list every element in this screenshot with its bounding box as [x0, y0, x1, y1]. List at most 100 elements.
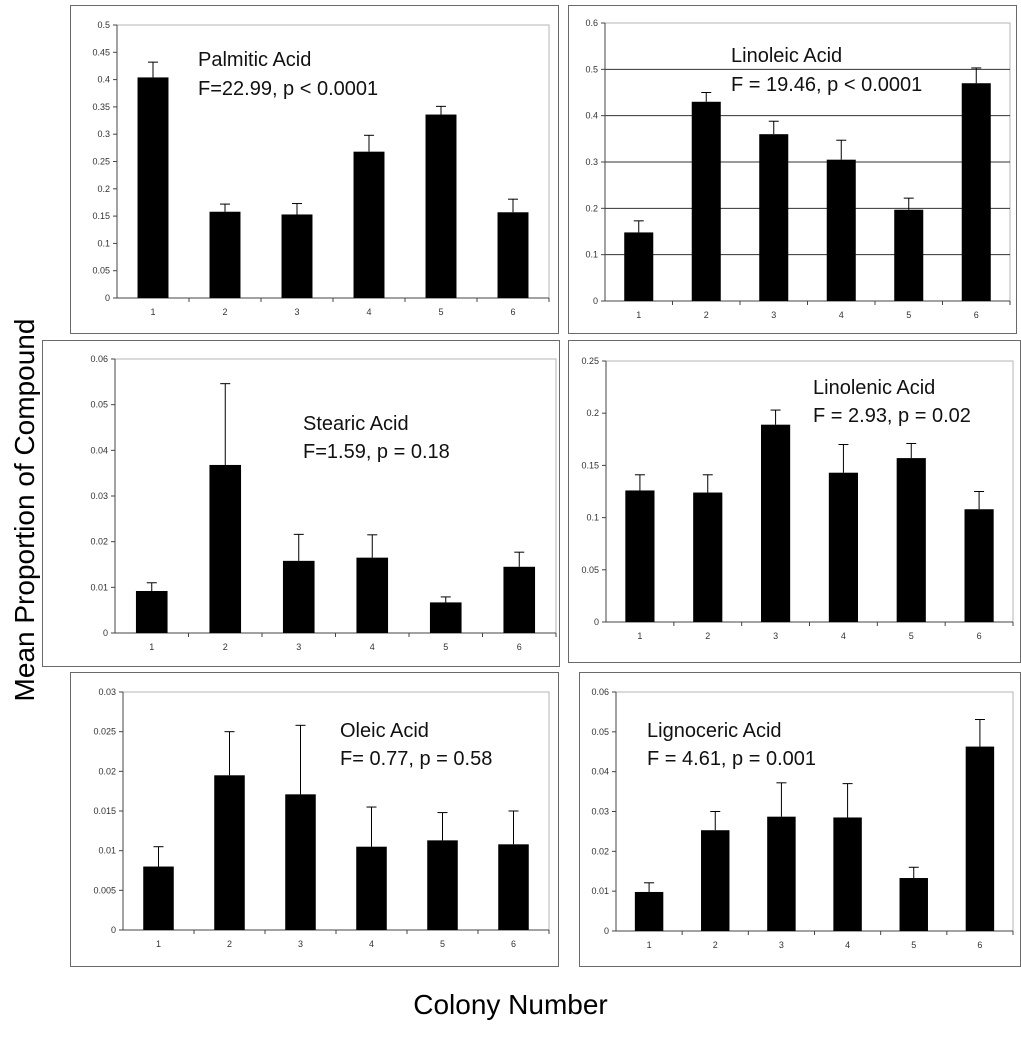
- x-tick-label: 6: [974, 310, 979, 320]
- y-tick-label: 0.3: [585, 157, 598, 167]
- bar: [498, 844, 529, 930]
- y-tick-label: 0.05: [92, 266, 110, 276]
- x-tick-label: 4: [366, 307, 371, 317]
- bar-chart-lignoceric: 0 0.01 0.02 0.03 0.04 0.05 0.06 1 2 3 4 5 6: [591, 687, 1014, 950]
- plot-area-border: [605, 360, 1014, 623]
- chart-panel-linoleic: 0 0.1 0.2 0.3 0.4 0.5 0.6 1 2 3 4 5 6 Linoleic Acid …: [568, 5, 1017, 334]
- y-tick-label: 0.05: [90, 400, 108, 410]
- bar: [135, 590, 168, 633]
- bar: [896, 458, 926, 622]
- x-tick-label: 6: [977, 631, 982, 641]
- bar: [961, 83, 991, 301]
- y-tick-label: 0: [111, 925, 116, 935]
- bar: [425, 114, 457, 298]
- bar: [899, 878, 928, 931]
- y-tick-label: 0.02: [591, 846, 609, 856]
- bar: [429, 602, 462, 633]
- bar: [634, 891, 664, 931]
- y-tick-label: 0.01: [90, 582, 108, 592]
- bar: [826, 159, 856, 301]
- y-tick-label: 0.15: [92, 211, 110, 221]
- bar-chart-linolenic: 0 0.05 0.1 0.15 0.2 0.25 1 2 3 4 5 6: [581, 356, 1014, 641]
- chart-panel-lignoceric: 0 0.01 0.02 0.03 0.04 0.05 0.06 1 2 3 4 5 6 Lignocer…: [579, 672, 1021, 967]
- bar: [759, 134, 789, 301]
- y-tick-label: 0.015: [93, 806, 116, 816]
- x-tick-label: 3: [773, 631, 778, 641]
- x-tick-label: 3: [771, 310, 776, 320]
- bar-chart-palmitic: 0 0.05 0.1 0.15 0.2 0.25 0.3 0.35 0.4 0.45 0.5 1 2 3 4…: [92, 20, 550, 317]
- y-tick-label: 0: [604, 926, 609, 936]
- chart-panel-palmitic: 0 0.05 0.1 0.15 0.2 0.25 0.3 0.35 0.4 0.45 0.5 1 2 3 4…: [70, 5, 559, 334]
- bar: [137, 77, 169, 298]
- x-tick-label: 6: [517, 642, 522, 652]
- plot-area-border: [114, 358, 557, 634]
- bar: [503, 566, 536, 633]
- x-tick-label: 5: [440, 939, 445, 949]
- y-tick-label: 0.2: [585, 203, 598, 213]
- chart-title: Palmitic Acid: [198, 49, 312, 71]
- x-tick-label: 5: [443, 642, 448, 652]
- y-tick-label: 0.45: [92, 47, 110, 57]
- chart-stats: F=1.59, p = 0.18: [303, 441, 450, 463]
- y-tick-label: 0.25: [92, 157, 110, 167]
- bar: [214, 775, 245, 930]
- x-tick-label: 4: [841, 631, 846, 641]
- x-tick-label: 1: [156, 939, 161, 949]
- y-tick-label: 0.2: [97, 184, 110, 194]
- bar: [281, 214, 313, 298]
- x-tick-label: 1: [150, 307, 155, 317]
- chart-title: Oleic Acid: [340, 720, 429, 742]
- chart-stats: F = 2.93, p = 0.02: [813, 405, 971, 427]
- y-tick-label: 0.06: [591, 687, 609, 697]
- chart-stats: F= 0.77, p = 0.58: [340, 748, 493, 770]
- x-tick-label: 5: [438, 307, 443, 317]
- y-tick-label: 0.1: [585, 250, 598, 260]
- x-tick-label: 3: [779, 940, 784, 950]
- y-tick-label: 0.1: [97, 238, 110, 248]
- x-tick-label: 2: [227, 939, 232, 949]
- y-tick-label: 0.25: [581, 356, 599, 366]
- y-tick-label: 0.4: [97, 75, 110, 85]
- y-tick-label: 0.01: [98, 846, 116, 856]
- x-tick-label: 3: [298, 939, 303, 949]
- bar: [624, 232, 654, 301]
- y-axis-title: Mean Proportion of Compound: [9, 318, 40, 702]
- bar-chart-linoleic: 0 0.1 0.2 0.3 0.4 0.5 0.6 1 2 3 4 5 6: [585, 18, 1011, 320]
- chart-stats: F=22.99, p < 0.0001: [198, 78, 379, 100]
- chart-title: Stearic Acid: [303, 413, 409, 435]
- y-tick-label: 0.35: [92, 102, 110, 112]
- y-tick-label: 0.04: [90, 445, 108, 455]
- y-tick-label: 0.03: [591, 807, 609, 817]
- bar: [701, 830, 730, 931]
- x-tick-label: 2: [223, 642, 228, 652]
- y-tick-label: 0.15: [581, 460, 599, 470]
- bar: [427, 840, 458, 930]
- chart-title: Linoleic Acid: [731, 45, 843, 67]
- y-tick-label: 0.05: [581, 565, 599, 575]
- x-tick-label: 6: [510, 307, 515, 317]
- plot-area-border: [116, 24, 550, 299]
- chart-title: Linolenic Acid: [813, 377, 936, 399]
- x-tick-label: 3: [294, 307, 299, 317]
- bar: [353, 151, 385, 298]
- x-tick-label: 6: [977, 940, 982, 950]
- x-tick-label: 5: [911, 940, 916, 950]
- x-tick-label: 1: [647, 940, 652, 950]
- y-tick-label: 0.5: [97, 20, 110, 30]
- chart-panel-oleic: 0 0.005 0.01 0.015 0.02 0.025 0.03 1 2 3 4 5 6 Oleic…: [70, 672, 559, 967]
- bar: [356, 846, 387, 930]
- chart-stats: F = 4.61, p = 0.001: [647, 748, 817, 770]
- bar: [691, 101, 721, 302]
- y-tick-label: 0.025: [93, 727, 116, 737]
- bar: [767, 816, 796, 931]
- x-tick-label: 5: [906, 310, 911, 320]
- bar: [828, 472, 859, 622]
- bar: [760, 424, 791, 622]
- bar: [143, 866, 174, 930]
- bar: [833, 817, 862, 931]
- x-tick-label: 4: [369, 939, 374, 949]
- bar: [693, 492, 723, 622]
- x-tick-label: 4: [845, 940, 850, 950]
- y-tick-label: 0.6: [585, 18, 598, 28]
- bar: [285, 794, 316, 930]
